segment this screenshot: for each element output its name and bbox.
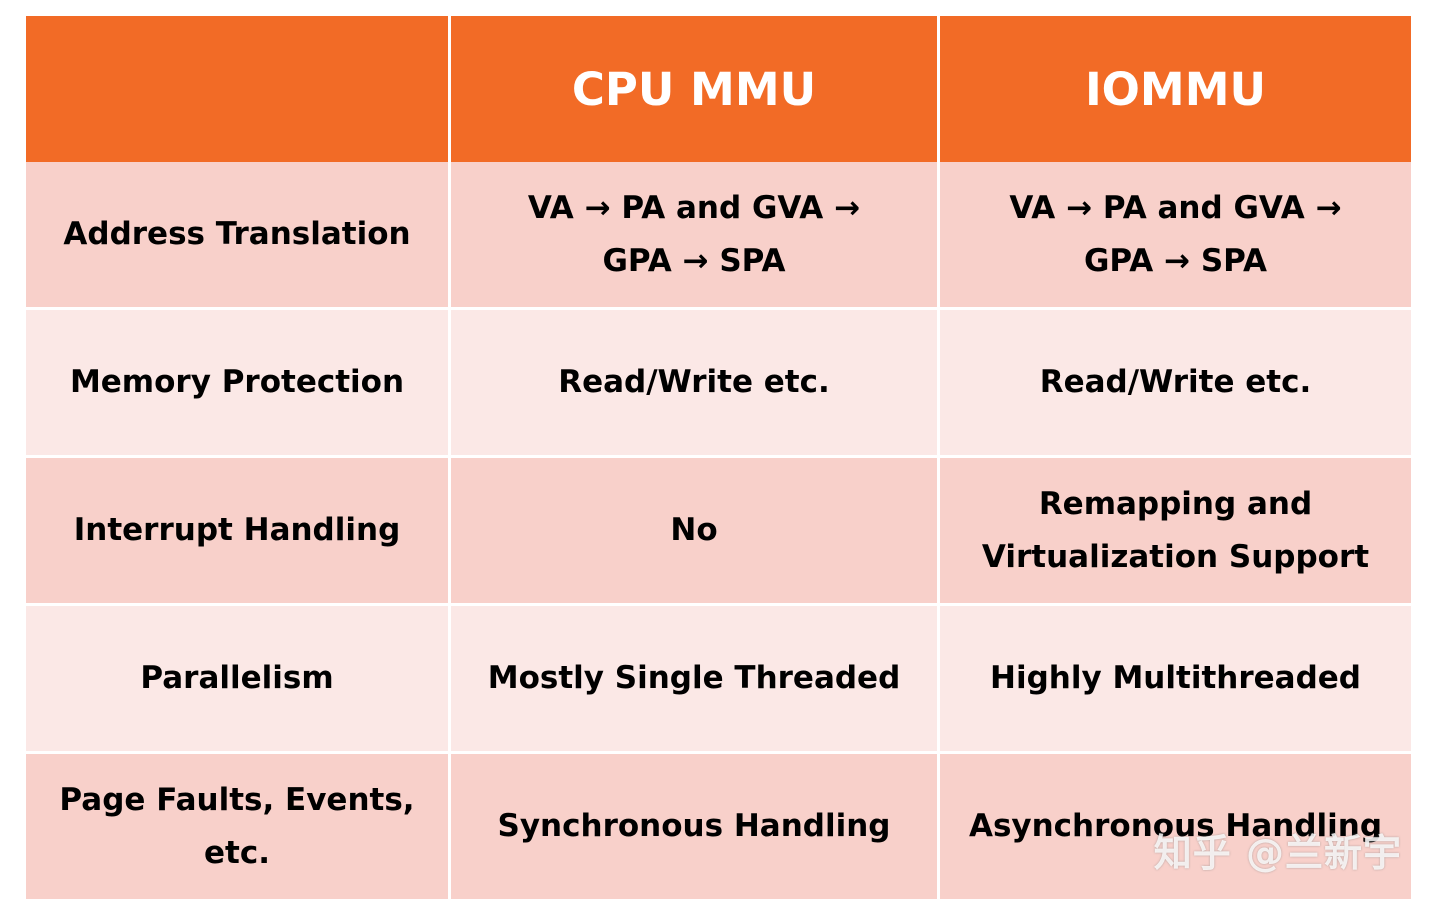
iommu-cell: Asynchronous Handling — [940, 754, 1411, 899]
cpu-mmu-value: Read/Write etc. — [558, 364, 830, 400]
cpu-mmu-cell: No — [451, 458, 940, 606]
table-row: Page Faults, Events, etc. Synchronous Ha… — [26, 754, 1411, 899]
iommu-cell: Highly Multithreaded — [940, 606, 1411, 754]
iommu-value: Read/Write etc. — [1039, 364, 1312, 400]
table-row: Interrupt Handling No Remapping and Virt… — [26, 458, 1411, 606]
feature-label: Interrupt Handling — [73, 512, 401, 548]
iommu-value: VA → PA and GVA → GPA → SPA — [1009, 189, 1342, 279]
feature-label: Memory Protection — [69, 364, 405, 400]
cpu-mmu-cell: Synchronous Handling — [451, 754, 940, 899]
feature-cell: Interrupt Handling — [26, 458, 451, 606]
header-iommu: IOMMU — [940, 16, 1411, 162]
iommu-value: Asynchronous Handling — [968, 808, 1383, 844]
header-empty-cell — [26, 16, 451, 162]
feature-label: Parallelism — [140, 660, 334, 696]
cpu-mmu-cell: VA → PA and GVA → GPA → SPA — [451, 162, 940, 310]
cpu-mmu-value: No — [670, 512, 718, 548]
cpu-mmu-cell: Mostly Single Threaded — [451, 606, 940, 754]
iommu-value: Highly Multithreaded — [990, 660, 1361, 696]
table-row: Address Translation VA → PA and GVA → GP… — [26, 162, 1411, 310]
iommu-cell: Remapping and Virtualization Support — [940, 458, 1411, 606]
feature-cell: Page Faults, Events, etc. — [26, 754, 451, 899]
table-row: Memory Protection Read/Write etc. Read/W… — [26, 310, 1411, 458]
header-cpu-mmu: CPU MMU — [451, 16, 940, 162]
table-row: Parallelism Mostly Single Threaded Highl… — [26, 606, 1411, 754]
iommu-value: Remapping and Virtualization Support — [981, 485, 1370, 575]
feature-label: Page Faults, Events, etc. — [59, 781, 415, 871]
cpu-mmu-cell: Read/Write etc. — [451, 310, 940, 458]
iommu-cell: VA → PA and GVA → GPA → SPA — [940, 162, 1411, 310]
comparison-table: CPU MMU IOMMU Address Translation VA → P… — [26, 16, 1411, 899]
feature-cell: Address Translation — [26, 162, 451, 310]
cpu-mmu-value: Mostly Single Threaded — [487, 660, 901, 696]
feature-cell: Memory Protection — [26, 310, 451, 458]
header-row: CPU MMU IOMMU — [26, 16, 1411, 162]
cpu-mmu-value: VA → PA and GVA → GPA → SPA — [527, 189, 861, 279]
feature-label: Address Translation — [63, 216, 411, 252]
feature-cell: Parallelism — [26, 606, 451, 754]
cpu-mmu-value: Synchronous Handling — [497, 808, 891, 844]
iommu-cell: Read/Write etc. — [940, 310, 1411, 458]
